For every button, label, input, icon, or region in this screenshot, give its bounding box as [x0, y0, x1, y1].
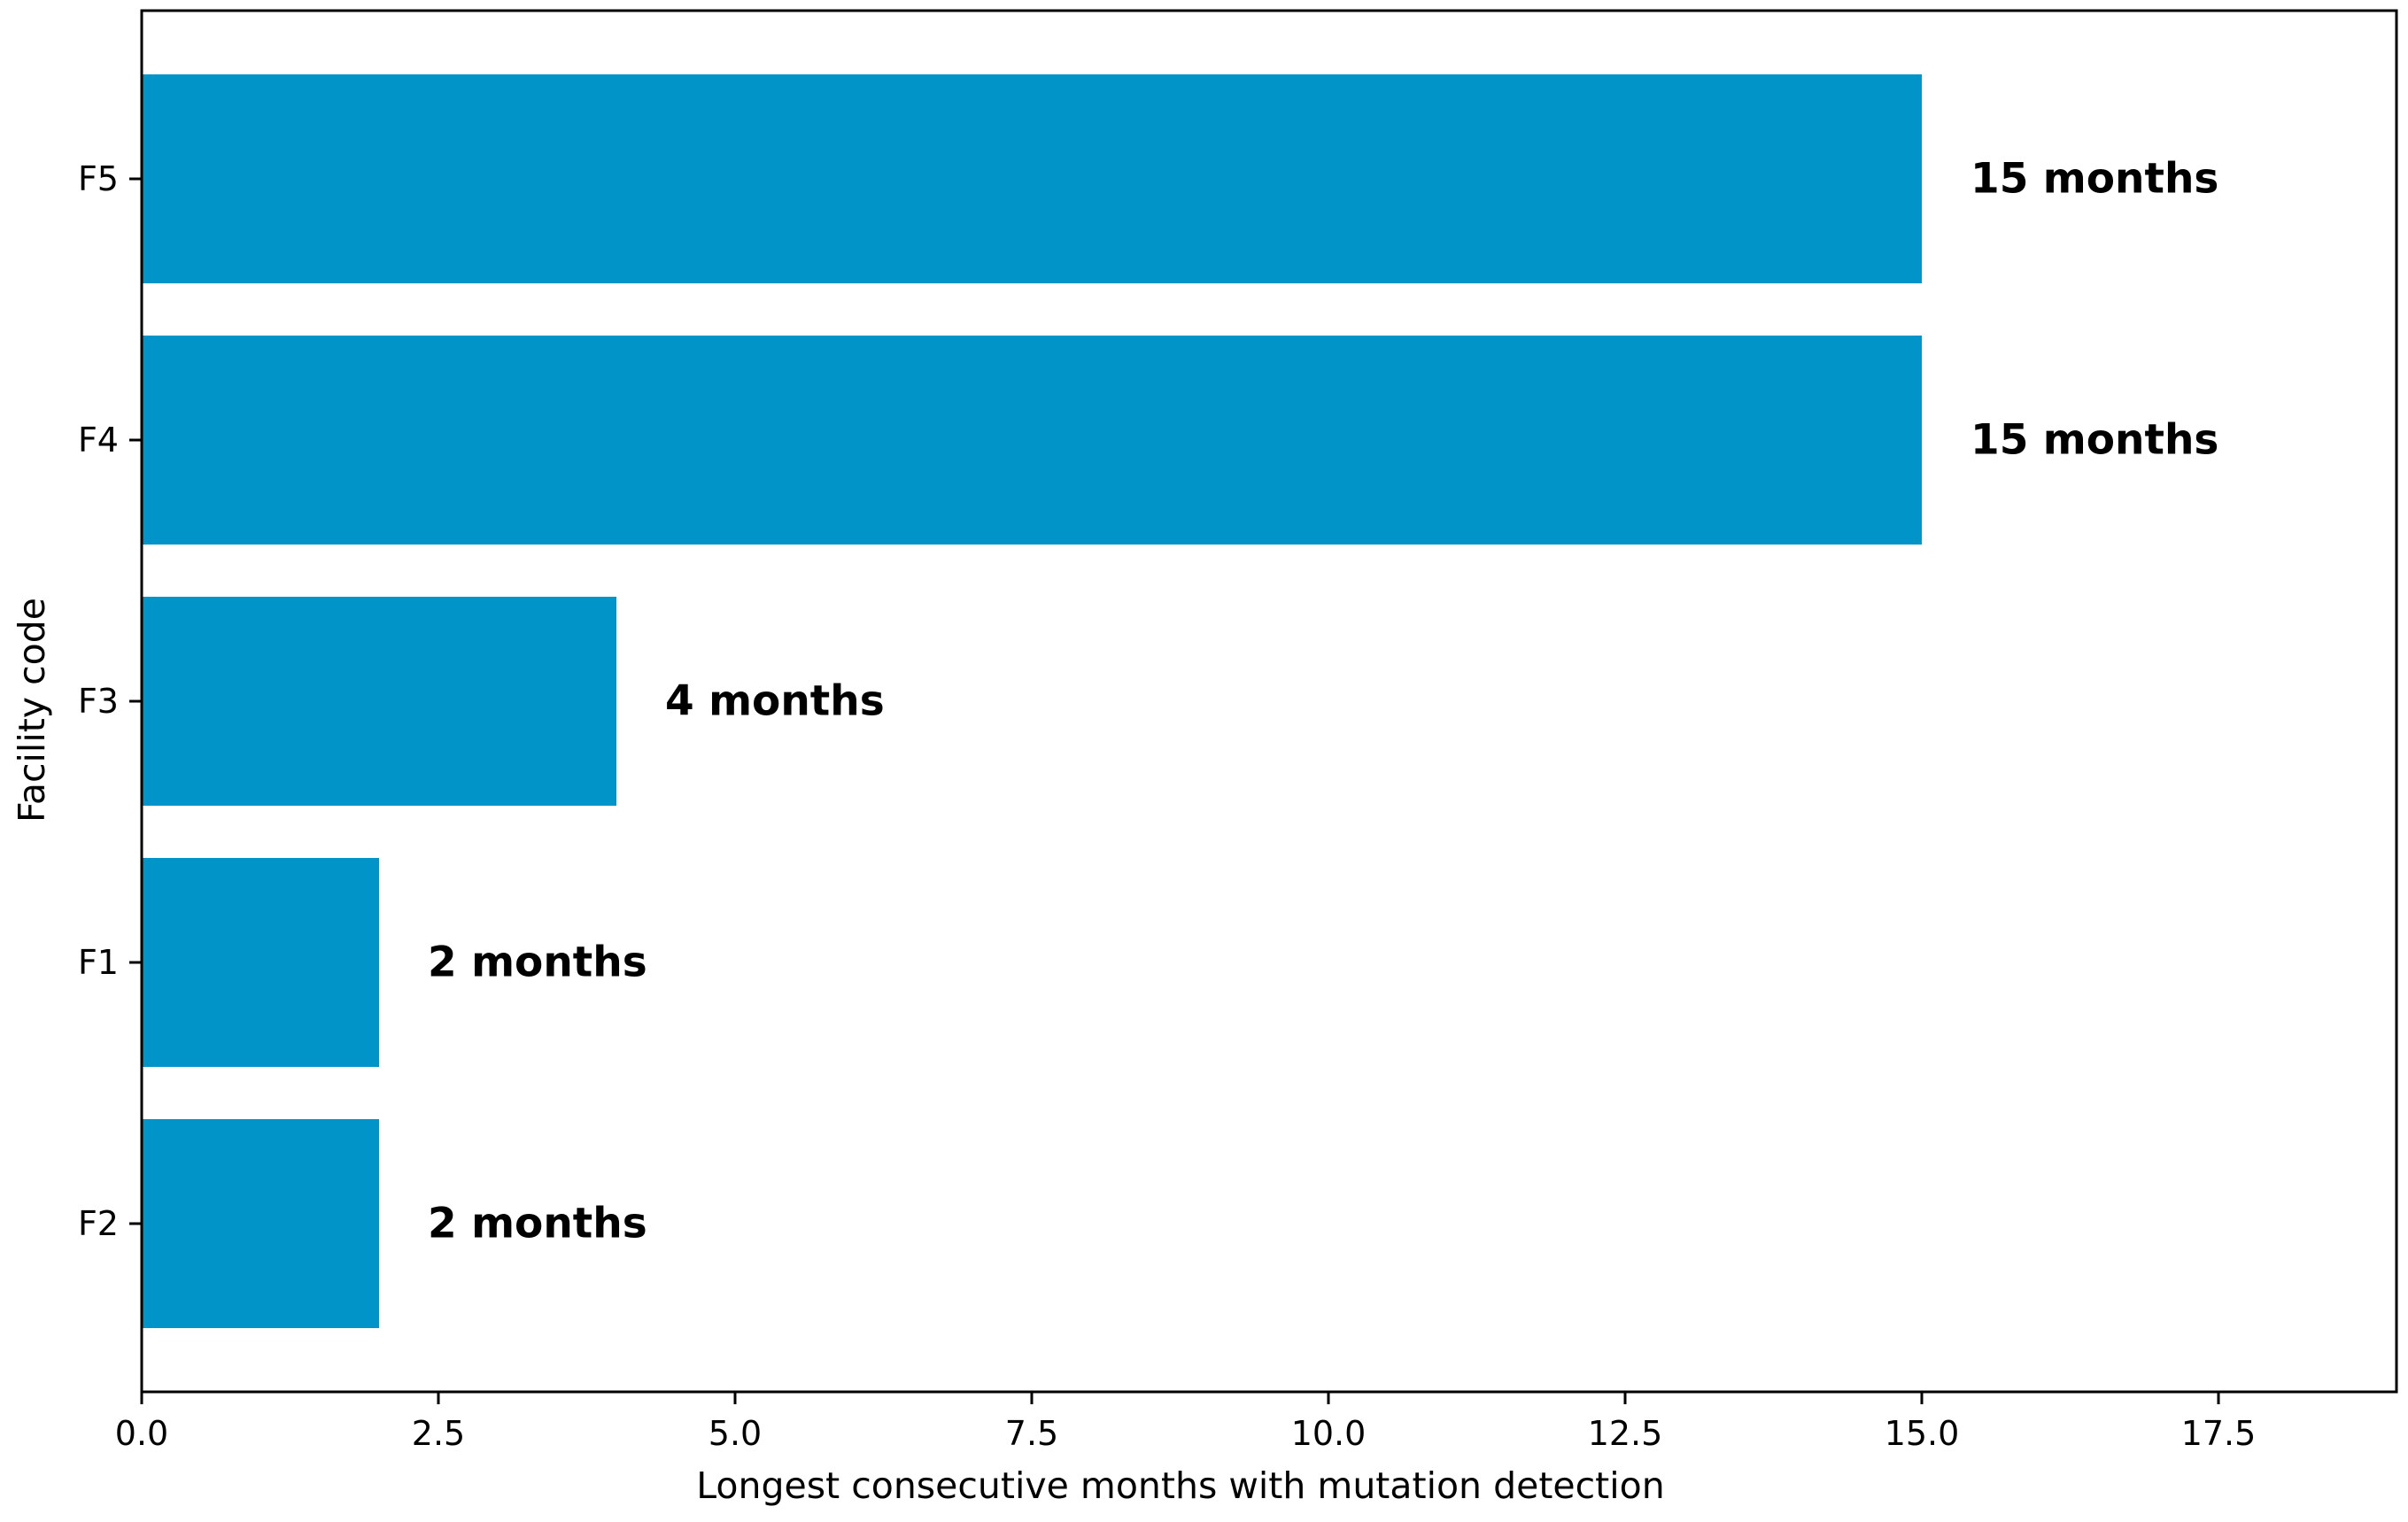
y-axis-ticks: F2 F1 F3 F4 F5 — [78, 159, 142, 1243]
bars-group — [142, 74, 1922, 1328]
x-tick-label: 7.5 — [1005, 1414, 1058, 1453]
data-labels-group: 2 months 2 months 4 months 15 months 15 mont… — [428, 155, 2218, 1248]
x-axis-label: Longest consecutive months with mutation… — [696, 1464, 1664, 1507]
y-axis-label: Facility code — [11, 598, 53, 823]
data-label-f3: 4 months — [665, 677, 885, 726]
x-tick-label: 2.5 — [412, 1414, 465, 1453]
y-tick-label-f2: F2 — [78, 1204, 119, 1243]
data-label-f5: 15 months — [1971, 155, 2218, 204]
data-label-f1: 2 months — [428, 939, 647, 987]
bar-f3 — [142, 597, 616, 806]
y-tick-label-f1: F1 — [78, 943, 119, 982]
x-tick-label: 17.5 — [2181, 1414, 2257, 1453]
y-tick-label-f5: F5 — [78, 159, 119, 198]
y-tick-label-f4: F4 — [78, 421, 119, 460]
x-tick-label: 10.0 — [1291, 1414, 1367, 1453]
data-label-f2: 2 months — [428, 1200, 647, 1248]
bar-f2 — [142, 1119, 379, 1328]
bar-f4 — [142, 336, 1922, 545]
x-axis-ticks: 0.0 2.5 5.0 7.5 10.0 12.5 15.0 17.5 — [115, 1392, 2257, 1453]
bar-f5 — [142, 74, 1922, 283]
x-tick-label: 15.0 — [1885, 1414, 1960, 1453]
x-tick-label: 0.0 — [115, 1414, 168, 1453]
x-tick-label: 5.0 — [708, 1414, 762, 1453]
data-label-f4: 15 months — [1971, 416, 2218, 465]
y-tick-label-f3: F3 — [78, 682, 119, 721]
bar-f1 — [142, 858, 379, 1067]
x-tick-label: 12.5 — [1588, 1414, 1663, 1453]
